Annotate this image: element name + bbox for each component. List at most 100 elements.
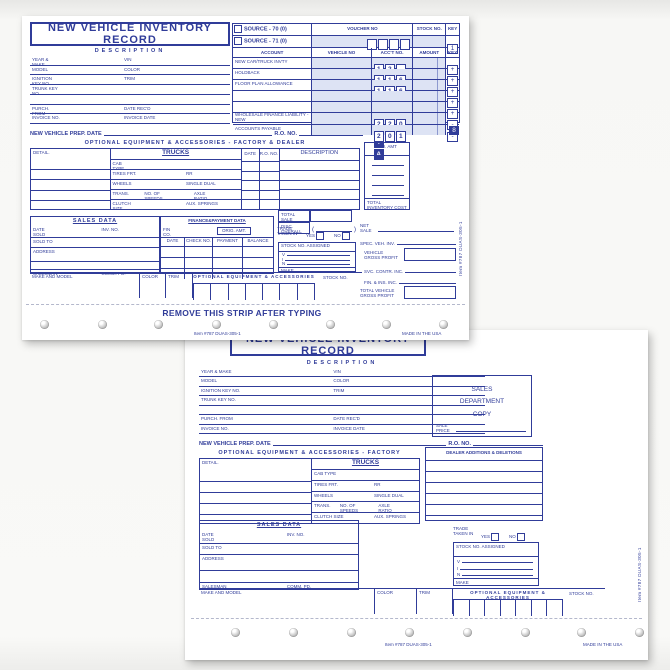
copy-line: COPY bbox=[472, 410, 492, 418]
source-70-checkbox bbox=[234, 25, 242, 33]
yes-checkbox bbox=[491, 533, 500, 541]
description-col-header: DESCRIPTION bbox=[279, 149, 360, 161]
desc-row: YEAR & MAKE VIN bbox=[199, 368, 485, 378]
no-checkbox bbox=[342, 232, 351, 240]
desc-row: MODEL COLOR bbox=[30, 66, 230, 76]
disc-overall-cell: DISC. OVERALL bbox=[278, 222, 310, 234]
trucks-row: CLUTCH SIZE AUX. SPRINGS bbox=[112, 201, 219, 212]
form1-description-table: YEAR & MAKE VIN MODEL COLOR IGNITION KEY N… bbox=[30, 56, 230, 125]
desc-row: PURCH. FROM DATE REC'D bbox=[199, 415, 485, 425]
source-70-label: SOURCE - 70 (0) bbox=[244, 26, 287, 33]
trucks-row: TIRES FRT. RR bbox=[312, 481, 419, 492]
form1-sales-data-box: SALES DATA DATE SOLD INV. NO. SOLD TO ADD… bbox=[30, 216, 160, 276]
trucks-row: TIRES FRT. RR bbox=[110, 170, 241, 180]
detail-label: DETAIL. bbox=[202, 460, 219, 465]
vehicle-gross-profit-label: VEHICLE GROSS PROFIT bbox=[364, 250, 399, 261]
punch-hole bbox=[521, 628, 530, 637]
punch-hole bbox=[154, 320, 163, 329]
opt-equip-ticks bbox=[453, 600, 564, 616]
form1-title-box: NEW VEHICLE INVENTORY RECORD bbox=[30, 22, 230, 46]
key-value-box: 1 bbox=[447, 43, 459, 54]
net-sale-line: NET SALE bbox=[360, 223, 456, 233]
key-header: KEY bbox=[447, 26, 458, 31]
punch-hole bbox=[382, 320, 391, 329]
trucks-row: TRANS. NO. OF SPEEDS AXLE RATIO bbox=[110, 190, 241, 201]
form1-mid-table: DETAIL. TRUCKS CAB TYPE TIRES FRT. RR WHE… bbox=[30, 148, 360, 212]
trucks-row: WHEELS SINGLE DUAL bbox=[110, 180, 241, 190]
fin-ins-line: FIN. & INS. INC. bbox=[364, 276, 458, 285]
desc-row: YEAR & MAKE VIN bbox=[30, 56, 230, 67]
form2-bottom-band: MAKE AND MODEL COLOR TRIM OPTIONAL EQUIP… bbox=[199, 588, 605, 616]
source-71-checkbox bbox=[234, 37, 242, 45]
form1-bottom-band: MAKE AND MODEL COLOR TRIM OPTIONAL EQUIP… bbox=[30, 272, 362, 300]
perforation-line bbox=[26, 304, 465, 305]
desc-row: PURCH. FROM DATE REC'D bbox=[30, 105, 230, 116]
trucks-row: CLUTCH SIZE AUX. SPRINGS bbox=[314, 514, 407, 520]
sale-price-label: SALE PRICE bbox=[436, 422, 450, 433]
form1-stock-assigned-box: STOCK NO. ASSIGNED V I N MAKE bbox=[278, 242, 356, 273]
ro-amt-box: R.O. AMT TOTAL INVENTORY COST bbox=[364, 142, 410, 210]
copy-line: DEPARTMENT bbox=[459, 398, 505, 406]
opt-equip-ticks bbox=[193, 284, 315, 300]
copy-line: SALES bbox=[471, 386, 493, 393]
remove-strip-text: REMOVE THIS STRIP AFTER TYPING bbox=[162, 308, 322, 318]
sales-data-header: SALES DATA bbox=[72, 218, 118, 224]
form2-trade-no: NO bbox=[509, 533, 527, 541]
form-back-sheet: NEW VEHICLE INVENTORY RECORD DESCRIPTION… bbox=[185, 330, 648, 660]
sales-data-header: SALES DATA bbox=[256, 522, 302, 528]
accounting-table: SOURCE - 70 (0) VOUCHER NO STOCK NO. KEY… bbox=[232, 23, 460, 160]
punch-hole bbox=[577, 628, 586, 637]
form2-stock-assigned-box: STOCK NO. ASSIGNED V I N MAKE bbox=[453, 542, 539, 586]
form2-trade-yes: YES bbox=[481, 533, 501, 541]
stock-no-header: STOCK NO. bbox=[413, 24, 447, 35]
acct-row: FLOOR PLAN ALLOWANCE 1160 + bbox=[233, 80, 459, 115]
acct-row: + bbox=[233, 91, 459, 108]
punch-hole bbox=[635, 628, 644, 637]
total-vehicle-gross-profit-box bbox=[404, 286, 456, 299]
punch-hole bbox=[98, 320, 107, 329]
form2-opt-equip-header: OPTIONAL EQUIPMENT & ACCESSORIES - FACTO… bbox=[218, 450, 401, 456]
total-vehicle-gross-profit-label: TOTAL VEHICLE GROSS PROFIT bbox=[360, 288, 395, 299]
punch-hole bbox=[463, 628, 472, 637]
form2-trade-taken-in: TRADE TAKEN IN bbox=[453, 526, 474, 537]
sales-department-copy-box: SALES DEPARTMENT COPY SALE PRICE bbox=[432, 375, 532, 437]
form1-made-in-usa: MADE IN THE USA bbox=[402, 331, 442, 336]
voucher-no-header: VOUCHER NO bbox=[312, 24, 414, 35]
dealer-additions-header: DEALER ADDITIONS & DELETIONS bbox=[426, 448, 542, 461]
total-inventory-cost: TOTAL INVENTORY COST bbox=[365, 198, 409, 211]
desc-row: INVOICE NO. INVOICE DATE bbox=[30, 114, 230, 125]
yes-checkbox bbox=[316, 232, 325, 240]
trucks-row: TRANS. NO. OF SPEEDS AXLE RATIO bbox=[312, 502, 419, 513]
form2-mid-table: DETAIL. TRUCKS CAB TYPE TIRES FRT. RR WHE… bbox=[199, 458, 420, 524]
acct-row: ACCOUNTS PAYABLE 2 0 1A - bbox=[233, 125, 459, 160]
form1-prep-line: NEW VEHICLE PREP. DATE R.O. NO. bbox=[30, 128, 365, 137]
orig-amt-cell: ORIG. AMT. bbox=[217, 227, 251, 235]
trucks-row: CAB TYPE bbox=[110, 160, 241, 171]
form1-trade-yes: YES bbox=[306, 232, 326, 240]
corner-key-box: 8 bbox=[449, 126, 459, 135]
finance-header: FINANCE&PAYMENT DATA bbox=[188, 218, 246, 223]
desc-row: INVOICE NO. INVOICE DATE bbox=[199, 425, 485, 434]
acct-row: HOLDBACK 1160 + bbox=[233, 69, 459, 104]
form1-trade-taken-in: TRADE TAKEN IN bbox=[277, 226, 298, 237]
source-71-label: SOURCE - 71 (0) bbox=[244, 38, 287, 45]
desc-row: IGNITION KEY NO. TRIM bbox=[30, 75, 230, 86]
trucks-header: TRUCKS bbox=[162, 149, 190, 156]
vehicle-gross-profit-box bbox=[404, 248, 456, 261]
form-front-sheet: NEW VEHICLE INVENTORY RECORD DESCRIPTION… bbox=[22, 16, 469, 340]
ro-no-col-header: R.O. NO. bbox=[259, 149, 279, 162]
form1-opt-equip-header: OPTIONAL EQUIPMENT & ACCESSORIES - FACTO… bbox=[84, 140, 306, 146]
form2-item-number: Item #787 DUAS-305-1 bbox=[385, 642, 432, 647]
desc-row bbox=[30, 95, 230, 105]
perforation-line bbox=[191, 618, 642, 619]
punch-hole bbox=[439, 320, 448, 329]
desc-row bbox=[199, 406, 485, 416]
detail-label: DETAIL. bbox=[33, 150, 50, 155]
punch-hole bbox=[269, 320, 278, 329]
form1-trade-no: NO bbox=[334, 232, 352, 240]
form2-description-table: YEAR & MAKE VIN MODEL COLOR IGNITION KEY N… bbox=[199, 368, 485, 434]
form1-title: NEW VEHICLE INVENTORY RECORD bbox=[47, 22, 213, 46]
total-sale-cell: TOTAL SALE bbox=[278, 210, 310, 222]
total-sale-amount-cell bbox=[310, 210, 352, 222]
ro-amt-header: R.O. AMT bbox=[365, 143, 409, 156]
